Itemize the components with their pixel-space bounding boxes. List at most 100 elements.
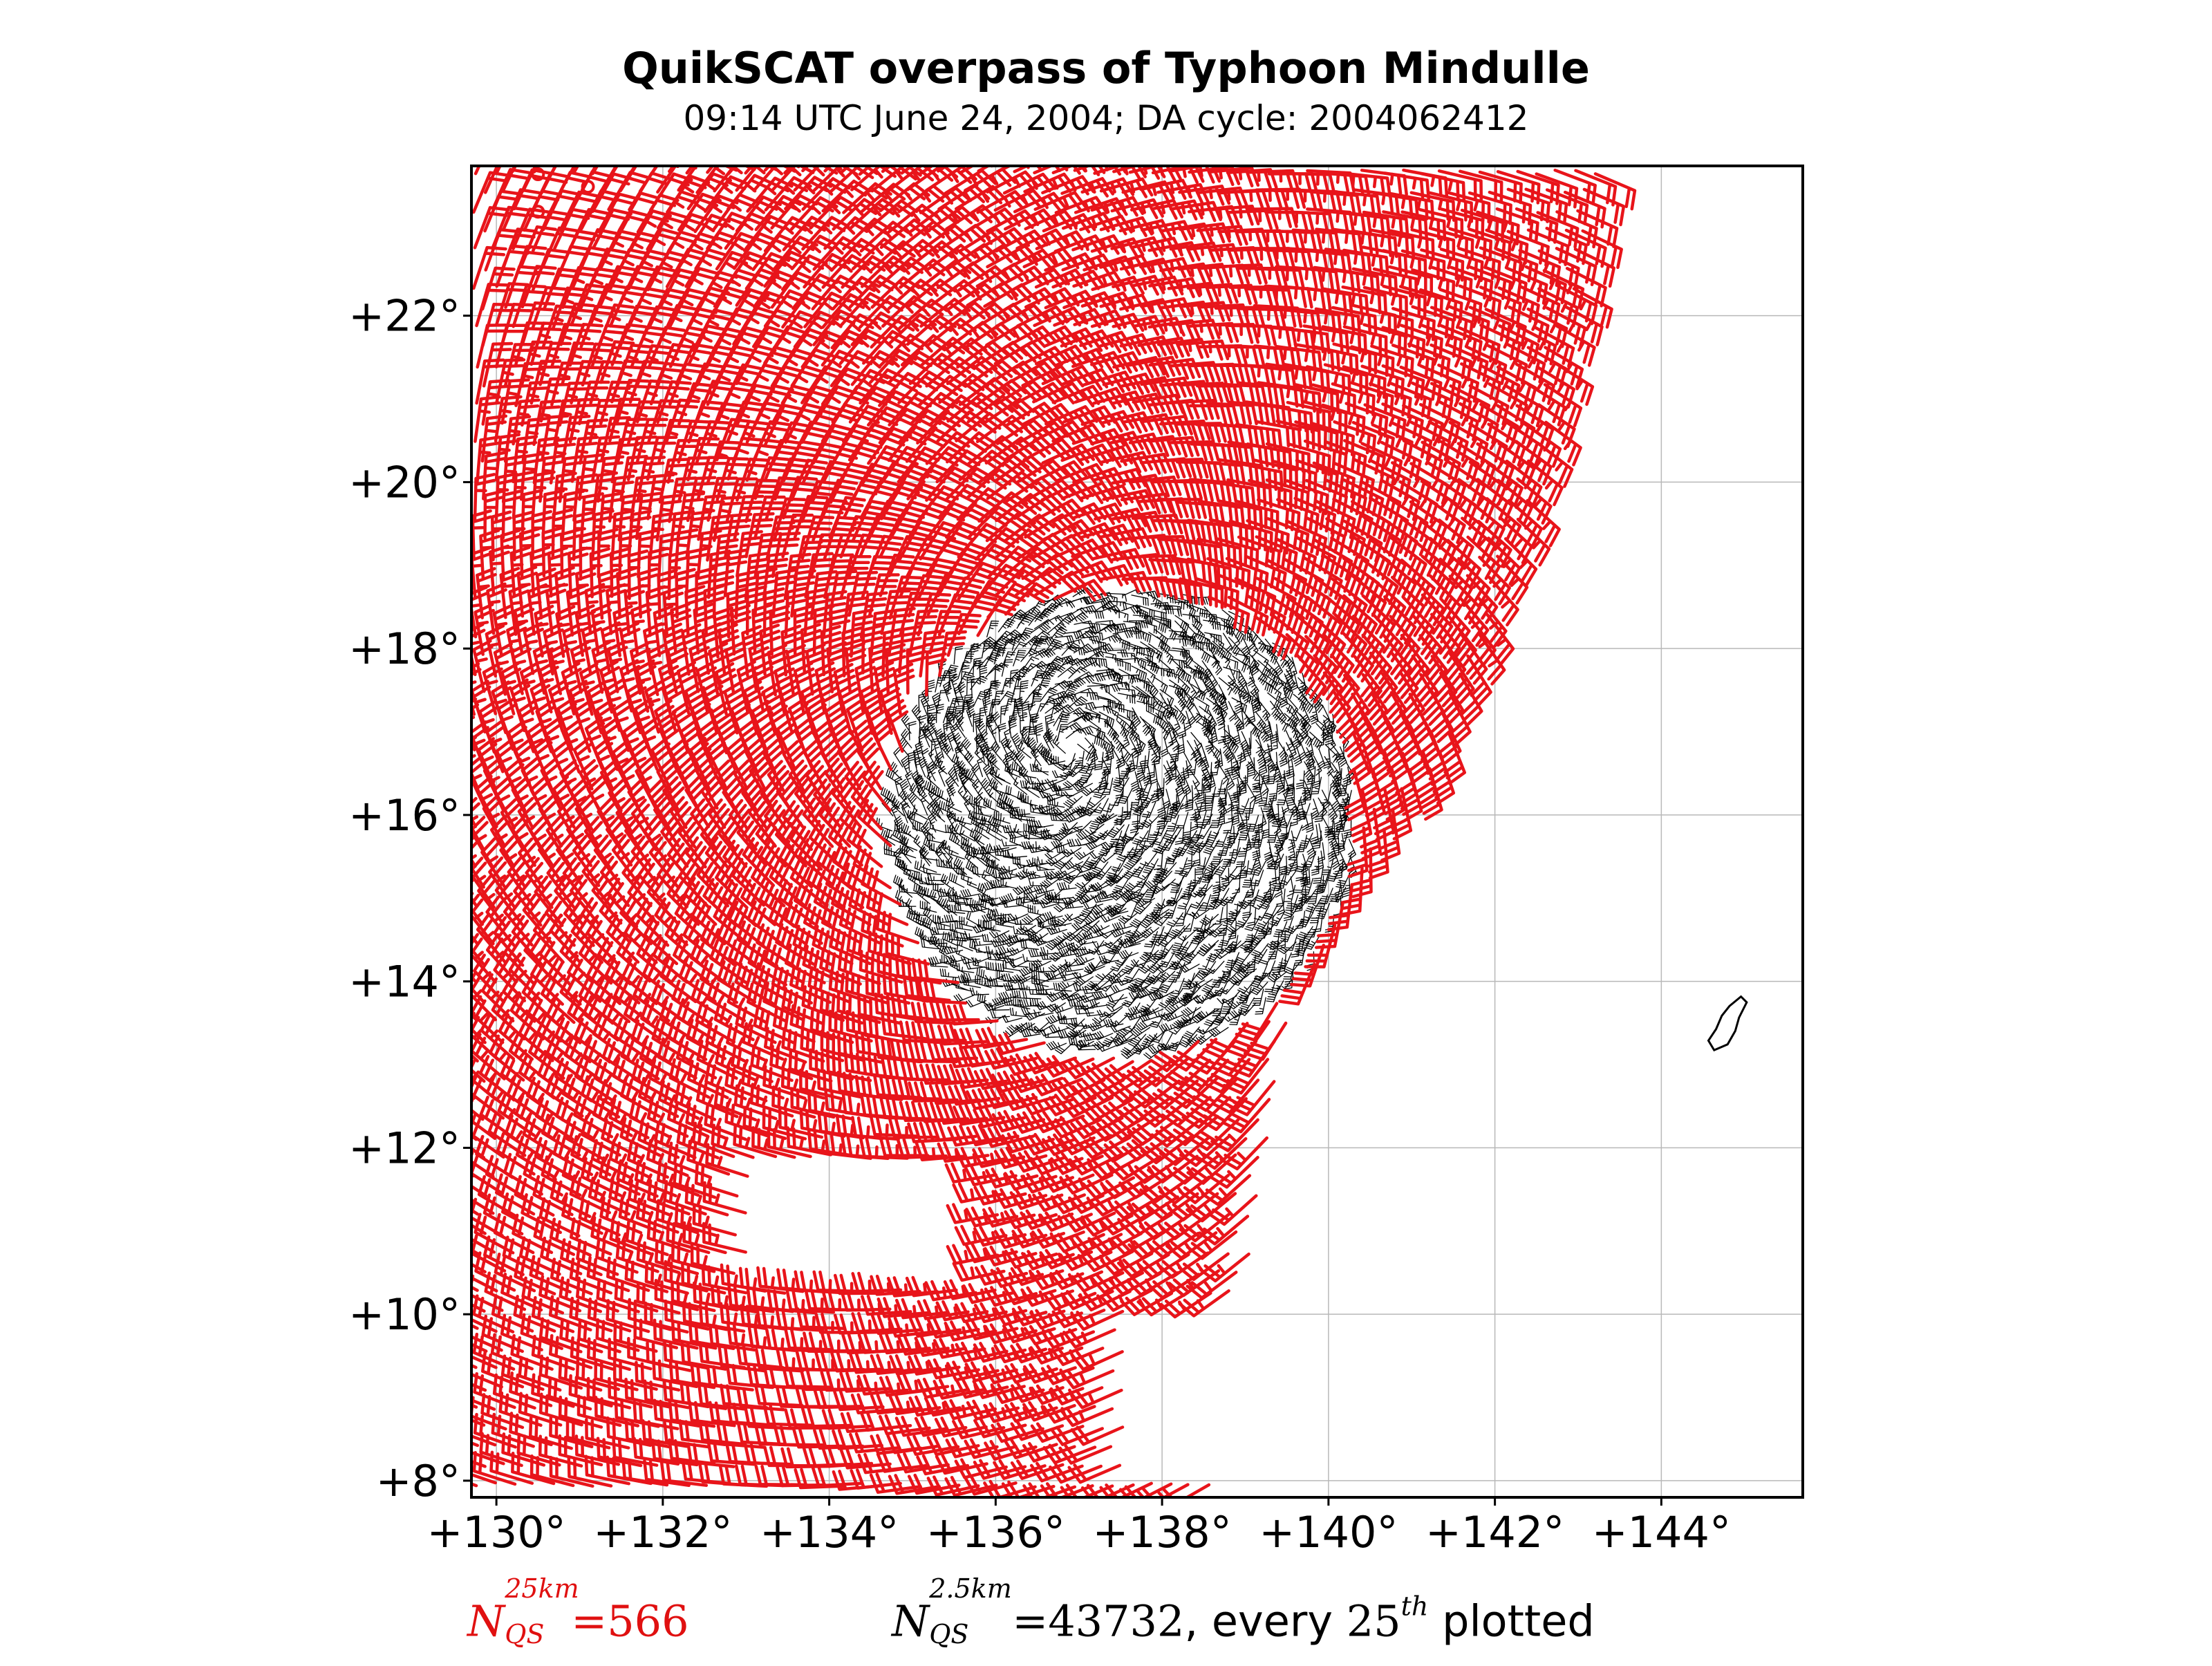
wind-barb-2p5km bbox=[1299, 889, 1317, 904]
wind-barb-2p5km bbox=[989, 765, 1006, 781]
wind-barb-2p5km bbox=[1189, 826, 1203, 843]
wind-barb-2p5km bbox=[1045, 856, 1066, 867]
wind-barb-25km bbox=[712, 569, 735, 620]
wind-barb-25km bbox=[690, 697, 713, 751]
wind-barb-2p5km bbox=[1228, 701, 1237, 722]
x-tick-label: +144° bbox=[1592, 1507, 1731, 1557]
wind-barb-25km bbox=[1295, 653, 1327, 704]
wind-barb-25km bbox=[671, 1280, 716, 1313]
wind-barb-25km bbox=[1210, 1040, 1258, 1077]
wind-barb-2p5km bbox=[939, 731, 949, 752]
wind-barb-25km bbox=[929, 1000, 980, 1022]
wind-barb-2p5km bbox=[955, 741, 968, 760]
wind-barb-25km bbox=[1088, 1193, 1143, 1217]
wind-barb-25km bbox=[917, 981, 968, 1005]
wind-barb-2p5km bbox=[1302, 867, 1311, 887]
wind-barb-2p5km bbox=[1183, 970, 1201, 984]
wind-barb-25km bbox=[591, 166, 599, 176]
wind-barb-2p5km bbox=[1236, 711, 1245, 731]
wind-barb-2p5km bbox=[960, 888, 981, 898]
wind-barb-25km bbox=[647, 547, 669, 597]
wind-barb-2p5km bbox=[1190, 605, 1208, 619]
wind-barb-2p5km bbox=[892, 827, 908, 845]
wind-barb-2p5km bbox=[1036, 805, 1058, 814]
wind-barb-2p5km bbox=[982, 816, 1000, 827]
wind-barb-25km bbox=[717, 960, 757, 1004]
wind-barb-25km bbox=[894, 1415, 948, 1437]
wind-barb-25km bbox=[1419, 673, 1445, 727]
wind-barb-2p5km bbox=[960, 836, 977, 850]
wind-barb-25km bbox=[787, 697, 811, 751]
wind-barb-25km bbox=[927, 1358, 980, 1380]
wind-barb-2p5km bbox=[1141, 815, 1160, 828]
wind-barb-25km bbox=[694, 1163, 739, 1198]
wind-barb-25km bbox=[905, 1275, 958, 1298]
wind-barb-2p5km bbox=[1315, 850, 1324, 871]
wind-barb-25km bbox=[742, 680, 766, 734]
wind-barb-2p5km bbox=[997, 722, 1006, 743]
wind-barb-2p5km bbox=[1224, 742, 1235, 763]
wind-barb-2p5km bbox=[1147, 705, 1164, 720]
y-tick-label: +18° bbox=[348, 624, 460, 674]
wind-barb-2p5km bbox=[1109, 1015, 1128, 1028]
wind-barb-2p5km bbox=[993, 870, 1012, 879]
wind-barb-2p5km bbox=[1230, 783, 1239, 804]
wind-barb-2p5km bbox=[1021, 701, 1030, 721]
wind-barb-2p5km bbox=[1196, 645, 1211, 664]
wind-barb-2p5km bbox=[1094, 694, 1112, 708]
wind-barb-25km bbox=[1001, 1130, 1055, 1154]
wind-barb-25km bbox=[619, 895, 653, 946]
wind-barb-25km bbox=[756, 923, 795, 968]
wind-barb-25km bbox=[513, 874, 543, 927]
wind-barb-25km bbox=[709, 1323, 756, 1352]
wind-barb-2p5km bbox=[1288, 825, 1303, 841]
wind-barb-2p5km bbox=[1103, 796, 1119, 813]
wind-barb-25km bbox=[1199, 1252, 1250, 1283]
wind-barb-25km bbox=[752, 962, 794, 1004]
wind-barb-25km bbox=[521, 974, 556, 1023]
wind-barb-25km bbox=[1207, 1194, 1258, 1226]
wind-barb-2p5km bbox=[1181, 631, 1197, 648]
wind-barb-2p5km bbox=[1028, 948, 1049, 957]
wind-barb-25km bbox=[928, 1083, 981, 1105]
wind-barb-2p5km bbox=[1335, 872, 1351, 889]
wind-barb-25km bbox=[848, 886, 890, 926]
wind-barb-2p5km bbox=[1201, 718, 1216, 736]
wind-barb-2p5km bbox=[1212, 907, 1224, 925]
wind-barb-2p5km bbox=[976, 967, 993, 982]
wind-barb-2p5km bbox=[1040, 746, 1057, 762]
wind-barb-25km bbox=[747, 796, 777, 848]
wind-barb-2p5km bbox=[1117, 788, 1133, 804]
wind-barb-2p5km bbox=[1172, 712, 1181, 733]
wind-barb-2p5km bbox=[1163, 604, 1182, 615]
wind-barb-2p5km bbox=[912, 821, 930, 834]
wind-barb-2p5km bbox=[1168, 966, 1183, 983]
wind-barb-2p5km bbox=[1112, 609, 1129, 622]
y-tick-label: +8° bbox=[376, 1456, 460, 1506]
wind-barb-2p5km bbox=[1190, 612, 1203, 632]
wind-barb-25km bbox=[862, 1015, 910, 1045]
wind-barb-2p5km bbox=[1130, 654, 1147, 671]
wind-barb-2p5km bbox=[1136, 755, 1146, 774]
wind-barb-25km bbox=[550, 1177, 592, 1219]
wind-barb-2p5km bbox=[1190, 893, 1206, 909]
wind-barb-2p5km bbox=[1168, 954, 1184, 971]
wind-barb-25km bbox=[637, 1076, 679, 1119]
wind-barb-2p5km bbox=[1301, 694, 1314, 714]
wind-barb-2p5km bbox=[1029, 1022, 1049, 1034]
wind-barb-2p5km bbox=[978, 897, 995, 912]
wind-barb-2p5km bbox=[1082, 930, 1103, 940]
wind-barb-2p5km bbox=[1223, 666, 1240, 680]
wind-barb-2p5km bbox=[1257, 747, 1267, 768]
wind-barb-25km bbox=[671, 1319, 718, 1350]
wind-barb-2p5km bbox=[1247, 704, 1256, 724]
y-tick-label: +10° bbox=[348, 1289, 460, 1340]
wind-barb-25km bbox=[1042, 1403, 1096, 1424]
wind-barb-25km bbox=[1067, 1463, 1122, 1484]
wind-barb-2p5km bbox=[1130, 1027, 1151, 1038]
wind-barb-25km bbox=[664, 916, 700, 964]
wind-barb-25km bbox=[1377, 751, 1400, 805]
wind-barb-25km bbox=[1048, 1116, 1103, 1139]
wind-barb-25km bbox=[588, 1177, 630, 1216]
wind-barb-25km bbox=[646, 1098, 689, 1138]
